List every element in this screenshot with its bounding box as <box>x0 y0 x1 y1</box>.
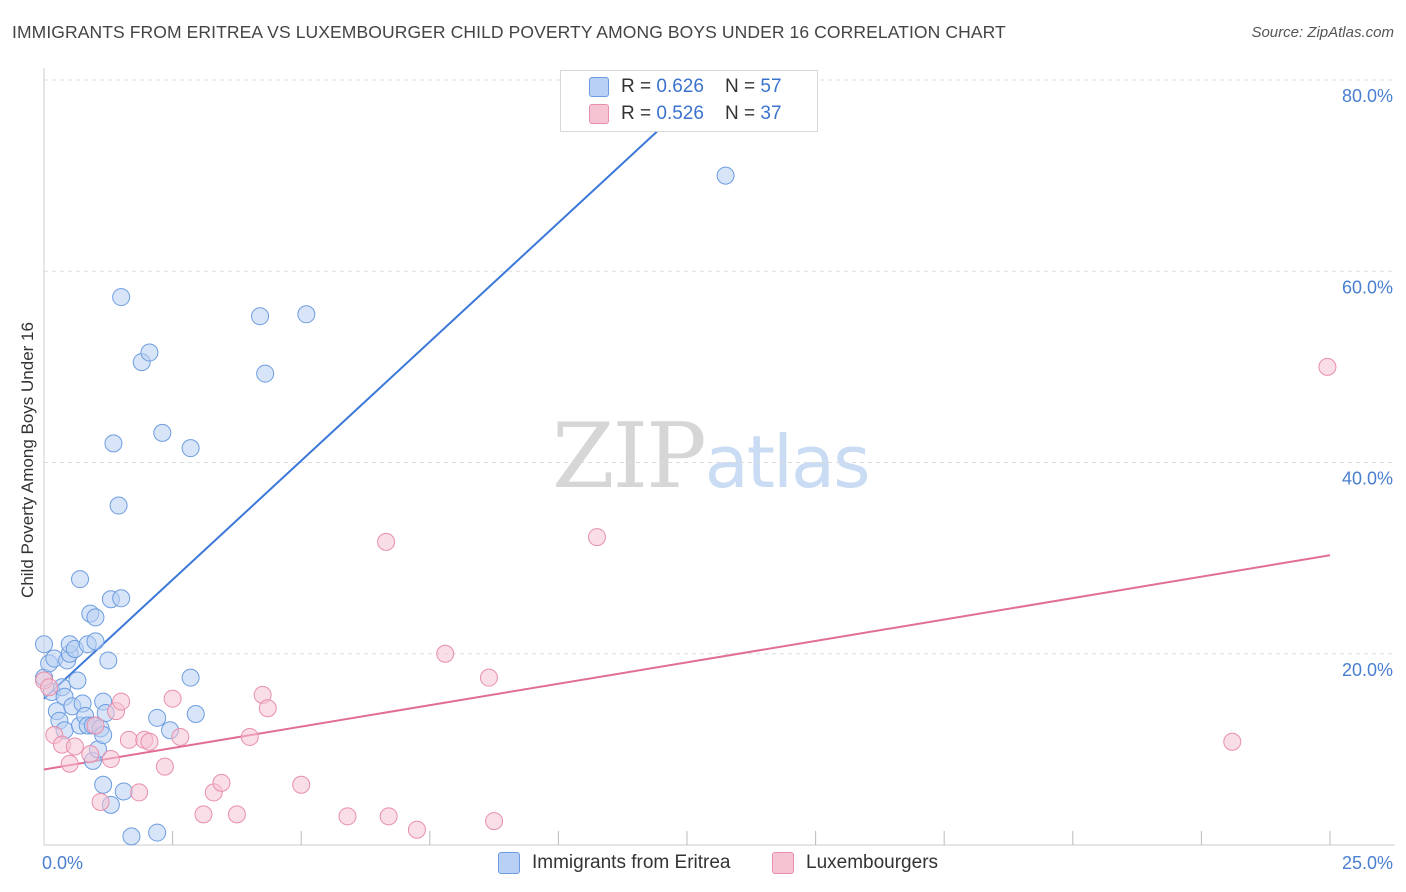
bottom-legend-label-series2: Luxembourgers <box>806 852 939 873</box>
bottom-legend-series1: Immigrants from Eritrea <box>498 852 730 874</box>
point-luxembourger <box>1223 732 1242 751</box>
point-luxembourger <box>227 805 246 824</box>
y-tick-label: 80.0% <box>1342 86 1393 106</box>
point-luxembourger <box>140 732 159 751</box>
point-luxembourger <box>587 528 606 547</box>
point-eritrea <box>148 708 167 727</box>
point-luxembourger <box>479 668 498 687</box>
point-luxembourger <box>163 689 182 708</box>
point-luxembourger <box>1318 357 1337 376</box>
point-eritrea <box>104 434 123 453</box>
point-luxembourger <box>379 807 398 826</box>
point-eritrea <box>122 827 141 846</box>
point-eritrea <box>716 166 735 185</box>
x-tick-label: 0.0% <box>42 853 83 873</box>
point-luxembourger <box>212 773 231 792</box>
point-eritrea <box>186 704 205 723</box>
point-eritrea <box>256 364 275 383</box>
point-eritrea <box>114 782 133 801</box>
legend-n-label: N = <box>725 76 761 97</box>
legend-r-label: R = <box>621 103 657 124</box>
point-luxembourger <box>240 727 259 746</box>
point-luxembourger <box>407 820 426 839</box>
point-luxembourger <box>171 727 190 746</box>
point-luxembourger <box>91 792 110 811</box>
point-eritrea <box>112 589 131 608</box>
y-tick-label: 20.0% <box>1342 660 1393 680</box>
point-luxembourger <box>485 812 504 831</box>
point-luxembourger <box>292 775 311 794</box>
point-luxembourger <box>101 749 120 768</box>
point-eritrea <box>68 671 87 690</box>
watermark-zip: ZIP <box>552 404 707 509</box>
legend-swatch-blue <box>589 77 609 97</box>
gridlines <box>44 79 1395 655</box>
point-eritrea <box>140 343 159 362</box>
legend-r-label: R = <box>621 76 657 97</box>
legend-n-value: 37 <box>760 103 782 124</box>
point-eritrea <box>112 288 131 307</box>
point-eritrea <box>94 775 113 794</box>
legend: R = 0.626 N = 57 R = 0.526 N = 37 <box>560 70 818 132</box>
legend-swatch-pink <box>589 104 609 124</box>
point-luxembourger <box>81 745 100 764</box>
point-luxembourger <box>436 644 455 663</box>
point-eritrea <box>71 570 90 589</box>
point-luxembourger <box>258 699 277 718</box>
point-luxembourger <box>377 532 396 551</box>
point-eritrea <box>99 651 118 670</box>
point-luxembourger <box>86 716 105 735</box>
point-eritrea <box>86 608 105 627</box>
point-eritrea <box>148 823 167 842</box>
trendlines <box>43 79 1331 771</box>
source-label: Source: ZipAtlas.com <box>1251 24 1394 41</box>
legend-r-value: 0.626 <box>656 76 704 97</box>
legend-n-label: N = <box>725 103 761 124</box>
legend-n-value: 57 <box>760 76 782 97</box>
data-points <box>35 166 1337 846</box>
bottom-legend-label-series1: Immigrants from Eritrea <box>532 852 731 873</box>
point-eritrea <box>181 439 200 458</box>
point-luxembourger <box>40 678 59 697</box>
bottom-legend: Immigrants from Eritrea Luxembourgers <box>0 852 1406 878</box>
point-eritrea <box>86 632 105 651</box>
y-tick-label: 40.0% <box>1342 469 1393 489</box>
legend-r-value: 0.526 <box>656 103 704 124</box>
legend-row-series1: R = 0.626 N = 57 <box>589 75 782 99</box>
bottom-legend-series2: Luxembourgers <box>772 852 938 874</box>
point-luxembourger <box>60 754 79 773</box>
point-eritrea <box>251 307 270 326</box>
bottom-legend-swatch-blue <box>498 852 520 874</box>
y-tick-label: 60.0% <box>1342 277 1393 297</box>
watermark: ZIPatlas <box>552 404 871 509</box>
chart-title: IMMIGRANTS FROM ERITREA VS LUXEMBOURGER … <box>12 22 1006 42</box>
point-eritrea <box>35 635 53 654</box>
point-luxembourger <box>338 807 357 826</box>
axes <box>43 68 1395 846</box>
point-luxembourger <box>65 737 84 756</box>
point-luxembourger <box>112 692 131 711</box>
point-eritrea <box>181 668 200 687</box>
point-luxembourger <box>155 757 174 776</box>
point-luxembourger <box>119 730 138 749</box>
x-tick-label: 25.0% <box>1342 853 1393 873</box>
trendline-eritrea <box>43 79 714 700</box>
point-luxembourger <box>194 805 213 824</box>
point-luxembourger <box>130 783 149 802</box>
tick-labels: 20.0% 40.0% 60.0% 80.0% 0.0% 25.0% <box>42 86 1393 873</box>
trendline-luxembourger <box>43 554 1331 771</box>
point-eritrea <box>109 496 128 515</box>
point-eritrea <box>153 423 172 442</box>
bottom-legend-swatch-pink <box>772 852 794 874</box>
legend-row-series2: R = 0.526 N = 37 <box>589 102 782 126</box>
point-eritrea <box>297 305 316 324</box>
